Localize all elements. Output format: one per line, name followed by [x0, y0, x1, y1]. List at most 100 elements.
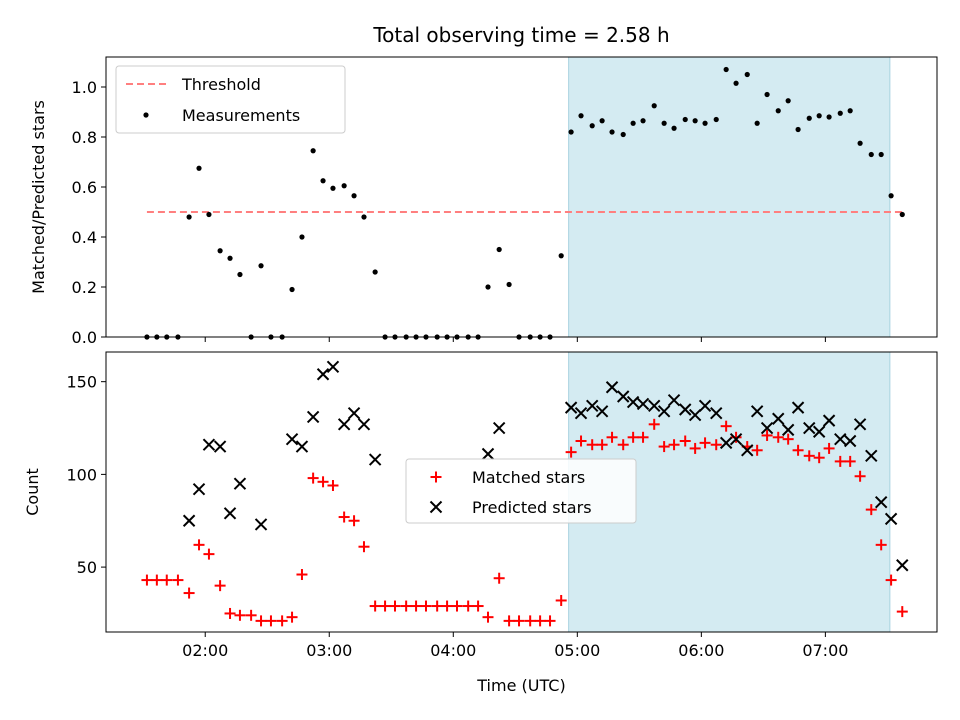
predicted-point	[306, 410, 320, 424]
predicted-point	[223, 507, 237, 520]
measurement-point	[227, 255, 233, 261]
matched-point	[524, 615, 536, 627]
measurement-point	[330, 185, 336, 191]
predicted-point	[834, 432, 847, 446]
y-tick-label: 0.2	[72, 278, 97, 297]
predicted-points	[182, 360, 909, 572]
measurement-point	[671, 125, 677, 131]
matched-point	[689, 442, 701, 454]
x-axis-label: Time (UTC)	[476, 676, 565, 695]
highlight-band	[568, 56, 891, 338]
measurement-point	[640, 118, 646, 124]
predicted-point	[357, 418, 371, 431]
measurement-point	[888, 193, 894, 199]
matched-point	[224, 607, 236, 619]
matched-point	[358, 541, 370, 553]
x-tick-label: 05:00	[554, 641, 600, 660]
matched-point	[151, 574, 163, 586]
matched-point	[720, 420, 732, 432]
measurement-point	[578, 113, 584, 119]
matched-point	[141, 574, 153, 586]
matched-point	[668, 439, 680, 451]
predicted-point	[698, 399, 712, 412]
matched-point	[327, 480, 339, 492]
measurement-point	[702, 120, 708, 126]
matched-point	[637, 431, 649, 443]
matched-point	[245, 609, 257, 621]
measurement-point	[196, 165, 202, 171]
matched-point	[255, 615, 267, 627]
measurement-point	[847, 108, 853, 114]
x-tick-label: 07:00	[802, 641, 848, 660]
y-tick-label: 100	[66, 465, 97, 484]
legend-entry-matched: Matched stars	[472, 468, 585, 487]
matched-point	[203, 548, 215, 560]
matched-point	[420, 600, 432, 612]
measurement-point	[620, 131, 626, 138]
matched-point	[575, 435, 587, 447]
measurement-point	[320, 178, 326, 184]
y-axis-ticks: 0.0 0.2 0.4 0.6 0.8 1.0	[72, 78, 106, 347]
matched-point	[276, 615, 288, 627]
matched-point	[172, 574, 184, 586]
predicted-point	[337, 418, 351, 431]
chart-title: Total observing time = 2.58 h	[372, 23, 669, 47]
matched-point	[586, 439, 598, 451]
measurement-point	[826, 114, 832, 120]
measurement-point	[723, 66, 729, 73]
predicted-point	[874, 495, 888, 509]
matched-point	[813, 452, 825, 464]
matched-point	[761, 429, 773, 441]
predicted-point	[595, 405, 609, 418]
matched-point	[193, 539, 205, 551]
measurement-point	[217, 248, 223, 254]
measurement-point	[733, 80, 739, 86]
predicted-point	[648, 399, 661, 412]
measurement-point	[599, 118, 605, 124]
predicted-point	[605, 381, 619, 394]
predicted-point	[729, 432, 743, 446]
measurement-point	[310, 148, 316, 154]
predicted-point	[192, 483, 206, 496]
predicted-point	[564, 401, 578, 414]
predicted-point	[481, 447, 495, 461]
matched-point	[431, 600, 443, 612]
matched-point	[183, 587, 195, 599]
matched-point	[875, 539, 887, 551]
matched-point	[348, 515, 360, 527]
matched-point	[896, 606, 908, 618]
matched-point	[379, 600, 391, 612]
measurement-point	[692, 118, 698, 124]
matched-point	[606, 431, 618, 443]
matched-point	[400, 600, 412, 612]
matched-point	[317, 476, 329, 488]
predicted-point	[254, 518, 268, 531]
matched-point	[885, 574, 897, 586]
matched-point	[617, 439, 629, 451]
legend-matched-marker	[430, 471, 442, 483]
measurement-point	[361, 214, 367, 220]
legend-measurements-marker	[143, 112, 149, 118]
measurement-point	[496, 246, 502, 253]
predicted-point	[616, 390, 630, 403]
measurement-point	[899, 211, 905, 218]
matched-point	[803, 450, 815, 462]
matched-points	[141, 418, 908, 627]
predicted-point	[822, 414, 836, 427]
measurement-point	[785, 98, 791, 104]
predicted-point	[574, 406, 588, 420]
predicted-point	[202, 438, 216, 451]
measurement-point	[289, 286, 295, 293]
measurement-point	[299, 234, 305, 240]
matched-point	[772, 431, 784, 443]
matched-point	[596, 439, 608, 451]
predicted-point	[812, 425, 826, 438]
axes-frame	[105, 56, 938, 338]
legend-x-mark	[429, 500, 443, 514]
matched-point	[389, 600, 401, 612]
x-axis-ticks: 02:00 03:00 04:00 05:00 06:00 07:00	[182, 632, 848, 660]
measurement-point	[609, 129, 615, 135]
measurement-point	[558, 253, 564, 259]
y-axis-label: Count	[23, 468, 42, 516]
